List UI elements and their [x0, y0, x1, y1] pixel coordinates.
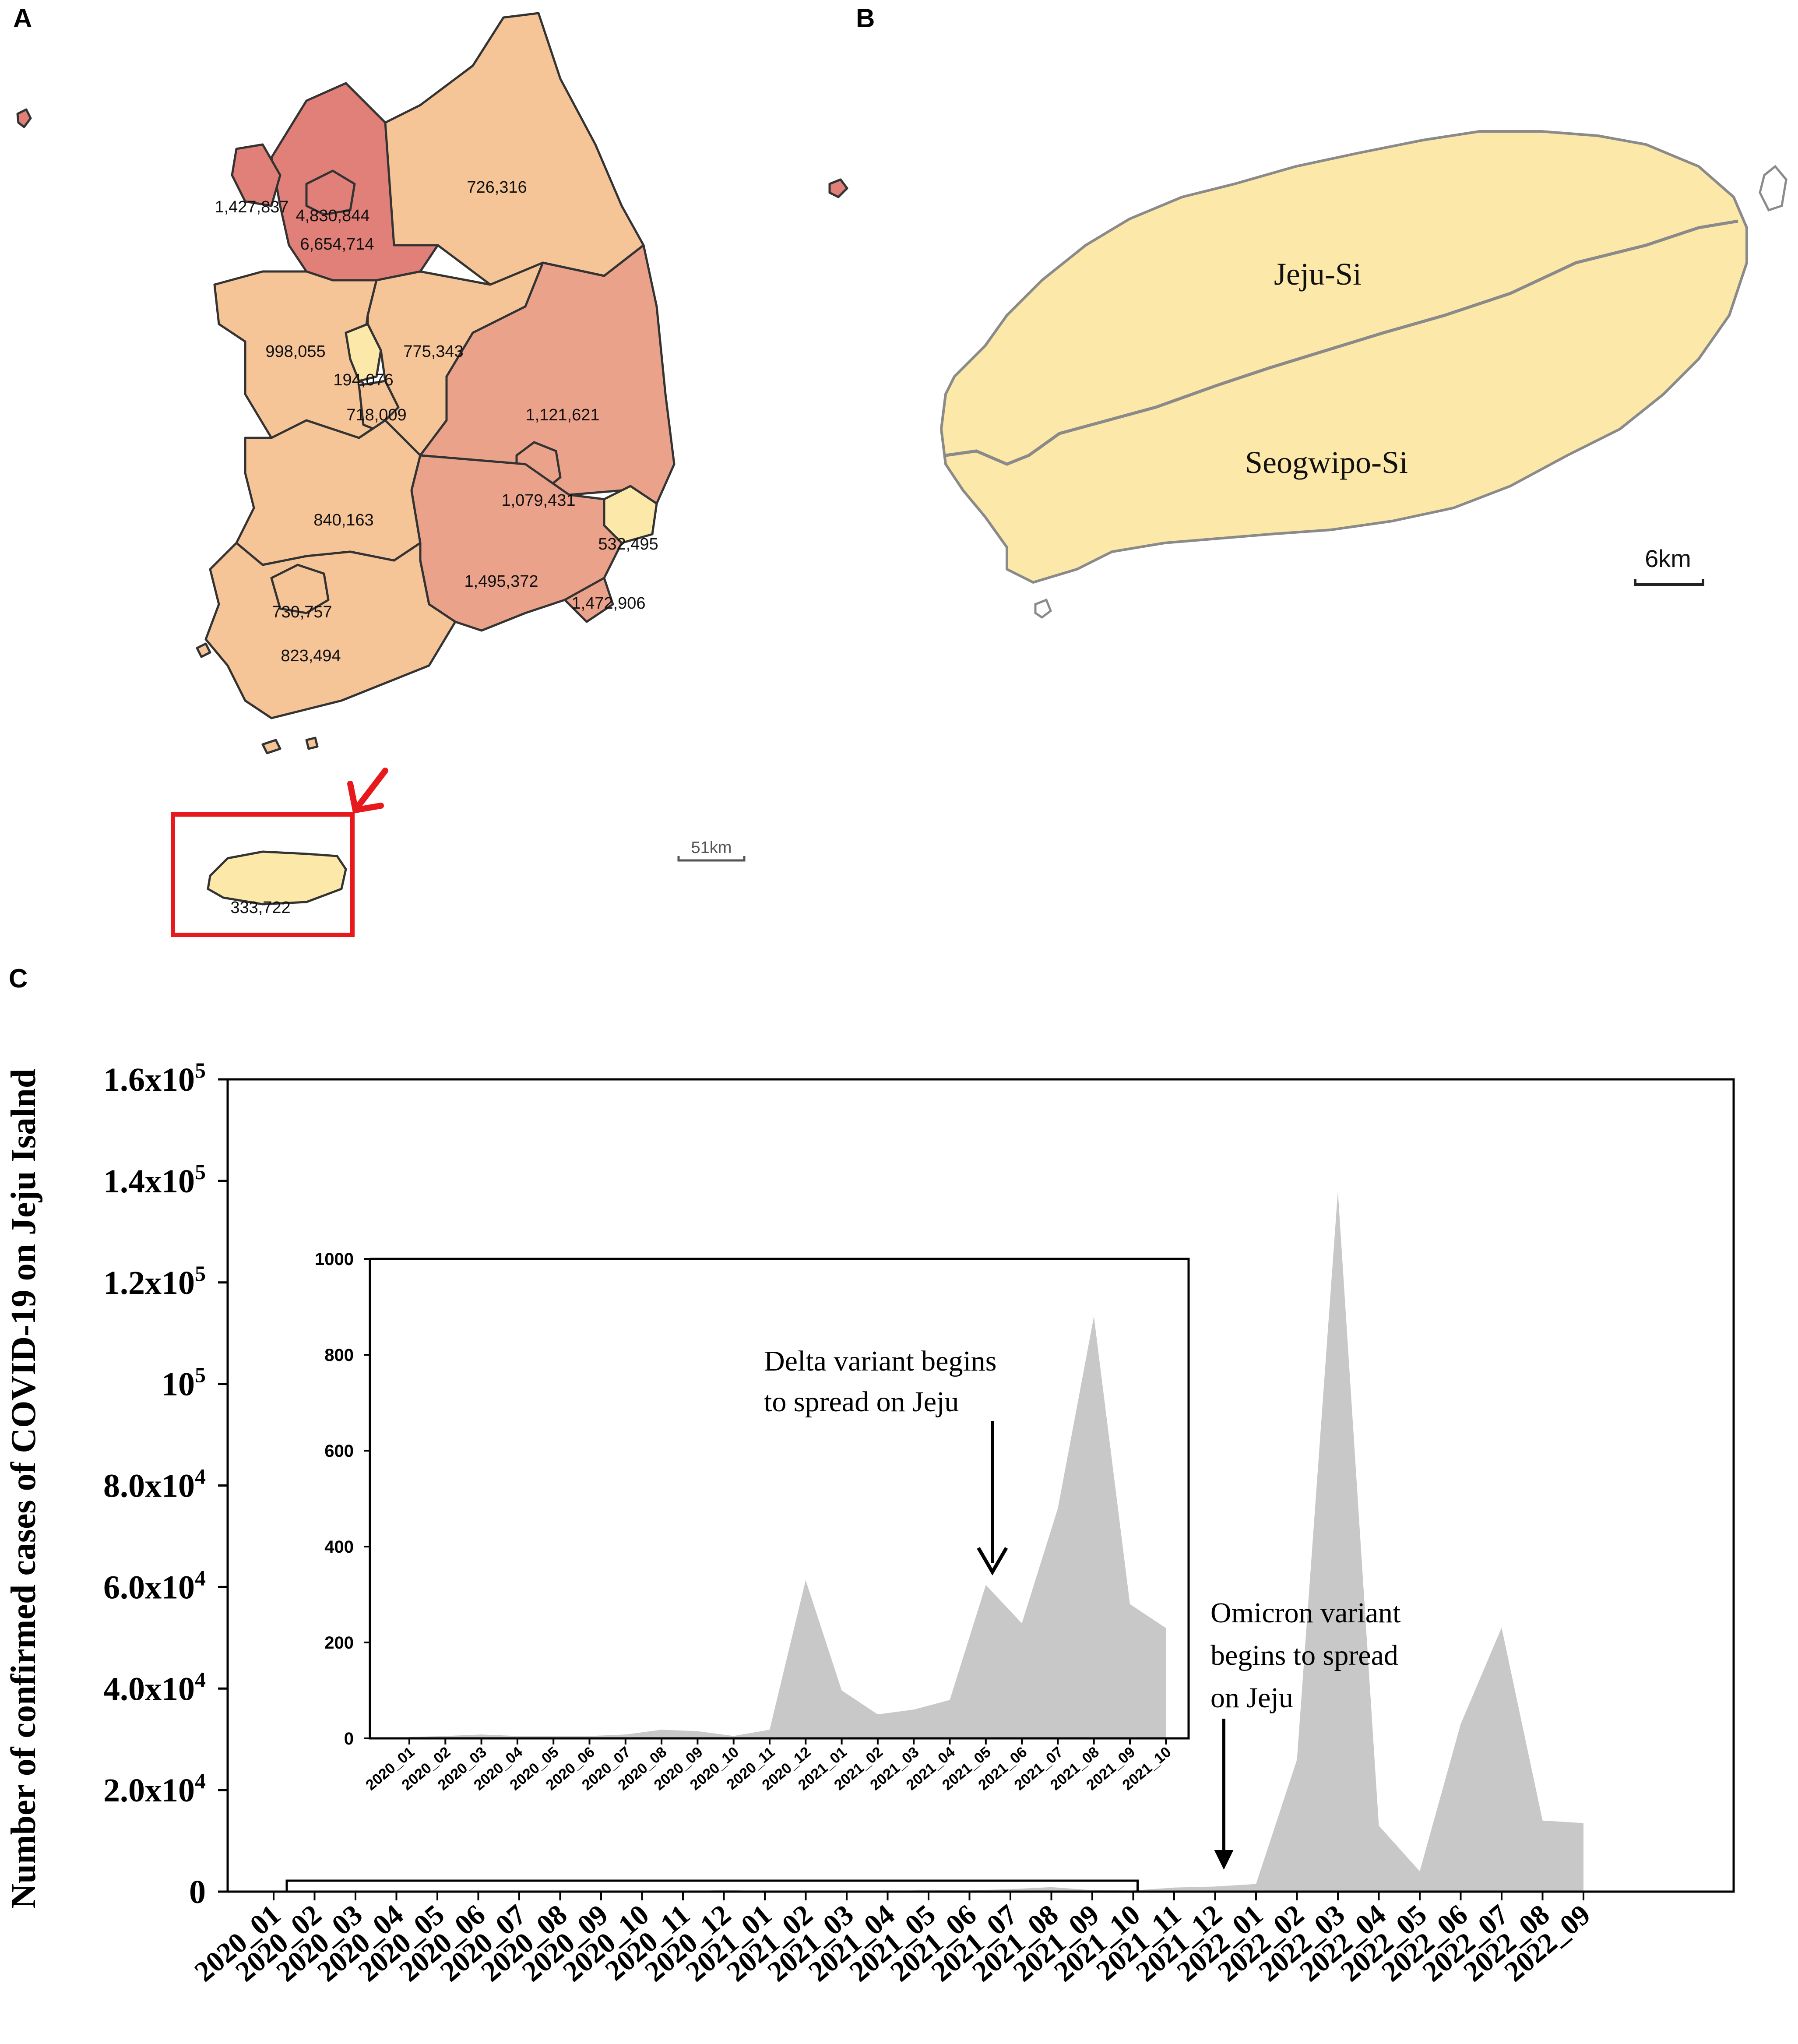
- inset-series-area: [409, 1316, 1166, 1738]
- jeju-map: Jeju-Si Seogwipo-Si: [940, 130, 1787, 619]
- value-chungbuk: 775,343: [403, 342, 463, 361]
- region-busan: [563, 577, 614, 623]
- seogwipo-si-label: Seogwipo-Si: [1245, 445, 1408, 480]
- value-gyeongbuk: 1,121,621: [525, 406, 599, 424]
- region-jeonbuk: [235, 419, 422, 566]
- scale-bar-b: 6km: [1634, 545, 1704, 586]
- inset-yticks: 0 200 400 600 800 1000: [315, 1250, 370, 1748]
- value-gangwon: 726,316: [467, 178, 527, 197]
- region-gangwon: [366, 12, 645, 286]
- island-south-1: [261, 739, 281, 754]
- jeju-highlight-arrow: [347, 768, 388, 814]
- panel-a-letter: A: [13, 4, 32, 33]
- value-gyeonggi: 6,654,714: [300, 235, 374, 254]
- value-gwangju: 730,757: [272, 603, 332, 621]
- inset-ytick-label: 1000: [315, 1250, 354, 1269]
- main-ytick-label: 1.6x105: [103, 1058, 206, 1098]
- panel-b-letter: B: [856, 4, 875, 33]
- island-ulleung: [828, 178, 848, 198]
- delta-annotation-line: to spread on Jeju: [764, 1386, 959, 1418]
- inset-data-point: [625, 1734, 626, 1735]
- value-chungnam: 998,055: [265, 342, 325, 361]
- main-ytick-label: 8.0x104: [103, 1464, 206, 1505]
- inset-ytick-label: 400: [324, 1537, 354, 1557]
- main-yticks: 0 2.0x104 4.0x104 6.0x104 8.0x104 105 1.2x105 1…: [103, 1058, 228, 1910]
- value-daejeon: 718,009: [346, 406, 406, 424]
- inset-data-point: [877, 1714, 878, 1715]
- jeju-district-boundary: [945, 219, 1738, 466]
- region-jeju: [207, 850, 347, 906]
- omicron-arrow-head: [1214, 1850, 1234, 1870]
- region-gwangju: [270, 564, 330, 614]
- island-west-1: [16, 108, 32, 128]
- main-bracket-layer: [285, 1879, 1139, 1891]
- inset-chart: 0 200 400 600 800 1000 2020_012020_022020_032…: [315, 1250, 1190, 1794]
- main-data-point: [1542, 1820, 1543, 1821]
- inset-xticks: 2020_012020_022020_032020_042020_052020_…: [362, 1738, 1174, 1794]
- main-ytick-label: 1.4x105: [103, 1159, 206, 1200]
- korea-map: [16, 12, 848, 906]
- inset-ytick-label: 0: [344, 1729, 354, 1748]
- omicron-annotation-line: Omicron variant: [1210, 1597, 1400, 1629]
- value-jeonnam: 823,494: [281, 647, 341, 665]
- scale-label-b: 6km: [1645, 545, 1691, 572]
- panel-c-letter: C: [9, 964, 28, 993]
- delta-arrow-head: [977, 1547, 1008, 1575]
- value-ulsan: 532,495: [598, 535, 658, 553]
- inset-chart-frame: [369, 1258, 1190, 1740]
- scale-bar-a: 51km: [677, 839, 746, 862]
- island-west-2: [196, 642, 211, 658]
- value-jeonbuk: 840,163: [313, 511, 373, 529]
- korea-map-values: 726,316 1,427,837 4,830,844 6,654,714 99…: [215, 178, 658, 917]
- value-jeju: 333,722: [230, 899, 290, 917]
- jeju-highlight-box: [171, 812, 355, 937]
- main-series-area: [274, 1191, 1583, 1892]
- main-ylabel: Number of confirmed cases of COVID-19 on…: [4, 1069, 43, 1909]
- main-ytick-label: 6.0x104: [103, 1565, 206, 1606]
- main-ytick-label: 0: [189, 1874, 206, 1910]
- main-chart: 0 2.0x104 4.0x104 6.0x104 8.0x104 105 1.2x105 1…: [4, 1058, 1735, 1988]
- inset-data-point: [841, 1690, 842, 1691]
- region-incheon: [231, 143, 281, 207]
- jeju-si-label: Jeju-Si: [1274, 257, 1362, 292]
- value-seoul: 4,830,844: [296, 207, 369, 225]
- main-data-point: [969, 1890, 970, 1891]
- inset-data-point: [481, 1734, 482, 1735]
- main-xticks: 2020_012020_022020_032020_042020_052020_…: [189, 1892, 1597, 1988]
- jeju-island: [940, 130, 1748, 584]
- omicron-annotation-line: begins to spread: [1210, 1639, 1398, 1671]
- main-data-point: [1174, 1887, 1175, 1888]
- delta-annotation: Delta variant begins to spread on Jeju: [764, 1345, 1008, 1575]
- value-sejong: 194,076: [333, 371, 393, 389]
- main-ytick-label: 2.0x104: [103, 1769, 206, 1809]
- jeju-islet-east: [1759, 165, 1787, 212]
- main-ytick-label: 1.2x105: [103, 1261, 206, 1301]
- value-gyeongnam: 1,495,372: [464, 572, 538, 591]
- jeju-islet-south: [1034, 598, 1052, 619]
- value-busan: 1,472,906: [571, 594, 645, 613]
- delta-annotation-line: Delta variant begins: [764, 1345, 996, 1377]
- inset-ytick-label: 600: [324, 1441, 354, 1461]
- inset-area-layer: [409, 1316, 1166, 1738]
- omicron-annotation: Omicron variant begins to spread on Jeju: [1210, 1597, 1400, 1870]
- region-seoul: [305, 169, 356, 216]
- main-ytick-label: 105: [162, 1363, 206, 1403]
- island-south-2: [305, 737, 319, 750]
- value-daegu: 1,079,431: [501, 491, 575, 510]
- scale-label-a: 51km: [691, 839, 732, 857]
- inset-ytick-label: 200: [324, 1633, 354, 1653]
- main-ytick-label: 4.0x104: [103, 1667, 206, 1707]
- omicron-annotation-line: on Jeju: [1210, 1682, 1293, 1714]
- value-incheon: 1,427,837: [215, 198, 289, 216]
- region-jeonnam: [204, 542, 457, 719]
- inset-range-bracket: [285, 1879, 1139, 1891]
- inset-ytick-label: 800: [324, 1346, 354, 1365]
